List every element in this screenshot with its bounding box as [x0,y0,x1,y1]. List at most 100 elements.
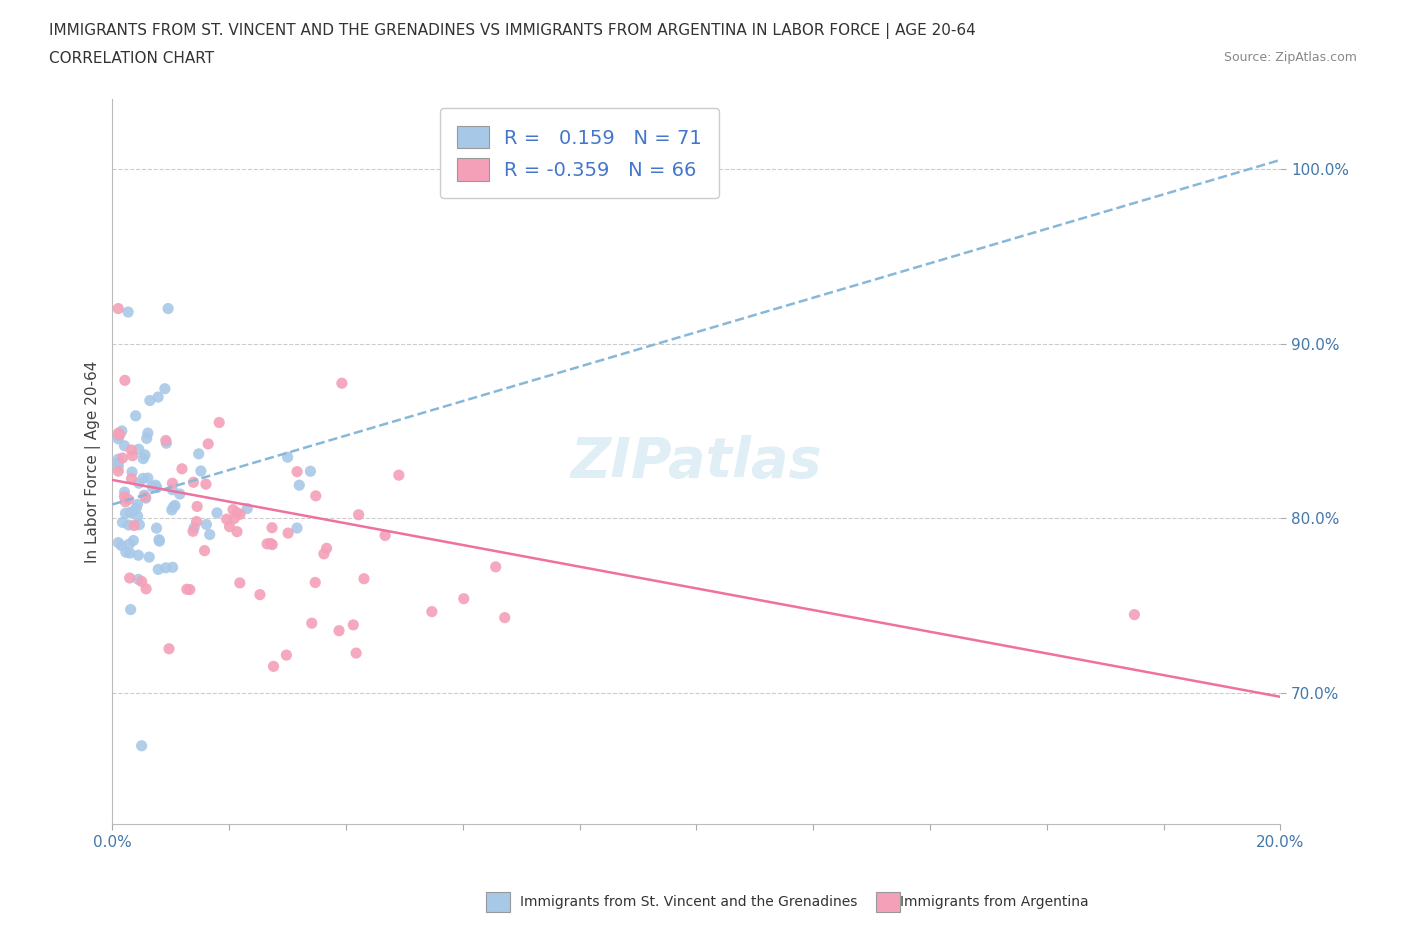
Point [128,517,150,532]
Point [236,501,259,516]
Point [110,538,132,553]
Point [277,525,299,540]
Point [374,528,396,543]
Point [118,571,141,586]
Point [288,478,311,493]
Point [256,537,278,551]
Point [145,521,167,536]
Point [186,499,208,514]
Point [128,476,150,491]
Point [148,562,170,577]
Point [136,471,159,485]
Point [342,618,364,632]
Point [229,507,252,522]
Point [162,499,184,514]
Point [183,475,205,490]
Point [127,548,149,563]
Point [135,491,157,506]
Point [121,505,143,520]
Point [344,645,367,660]
Point [181,524,204,538]
Point [131,574,153,589]
Point [208,415,231,430]
Point [120,443,142,458]
Point [134,447,156,462]
Point [107,464,129,479]
Point [138,550,160,565]
Point [162,476,184,491]
Point [117,492,139,507]
Point [160,502,183,517]
Text: Immigrants from St. Vincent and the Grenadines: Immigrants from St. Vincent and the Gren… [520,895,858,910]
Point [249,587,271,602]
Point [124,408,146,423]
Point [146,390,169,405]
Point [127,509,149,524]
Point [170,461,193,476]
Point [262,538,284,552]
Point [186,514,208,529]
Point [315,541,337,556]
Point [131,738,153,753]
Point [125,500,148,515]
Point [155,433,177,448]
Point [205,505,228,520]
Point [197,436,219,451]
Point [276,647,298,662]
Point [195,517,218,532]
Point [128,442,150,457]
Point [155,561,177,576]
Text: Immigrants from Argentina: Immigrants from Argentina [900,895,1088,910]
Point [176,582,198,597]
Point [277,450,299,465]
Point [118,517,141,532]
Point [107,452,129,467]
Text: Source: ZipAtlas.com: Source: ZipAtlas.com [1223,51,1357,64]
Point [299,464,322,479]
Y-axis label: In Labor Force | Age 20-64: In Labor Force | Age 20-64 [86,361,101,563]
Legend: R =   0.159   N = 71, R = -0.359   N = 66: R = 0.159 N = 71, R = -0.359 N = 66 [440,109,720,198]
Point [111,515,134,530]
Point [155,436,177,451]
Point [108,427,131,442]
Point [169,486,191,501]
Point [226,525,249,539]
Point [120,472,142,486]
Point [114,373,136,388]
Point [222,502,245,517]
Point [141,479,163,494]
Point [163,498,186,512]
Point [148,532,170,547]
Point [107,301,129,316]
Text: IMMIGRANTS FROM ST. VINCENT AND THE GRENADINES VS IMMIGRANTS FROM ARGENTINA IN L: IMMIGRANTS FROM ST. VINCENT AND THE GREN… [49,23,976,39]
Point [122,518,145,533]
Point [263,659,285,674]
Point [135,581,157,596]
Point [301,616,323,631]
Point [157,642,180,657]
Point [134,489,156,504]
Point [179,582,201,597]
Point [121,465,143,480]
Point [107,432,129,446]
Point [139,393,162,408]
Point [107,426,129,441]
Point [153,381,176,396]
Point [107,459,129,474]
Point [285,521,308,536]
Point [114,438,136,453]
Point [453,591,475,606]
Point [107,456,129,471]
Point [224,512,246,526]
Point [114,506,136,521]
Text: CORRELATION CHART: CORRELATION CHART [49,51,214,66]
Point [107,535,129,550]
Point [353,571,375,586]
Point [420,604,443,619]
Point [121,448,143,463]
Point [330,376,353,391]
Point [162,483,184,498]
Point [122,533,145,548]
Point [229,576,252,591]
Point [120,505,142,520]
